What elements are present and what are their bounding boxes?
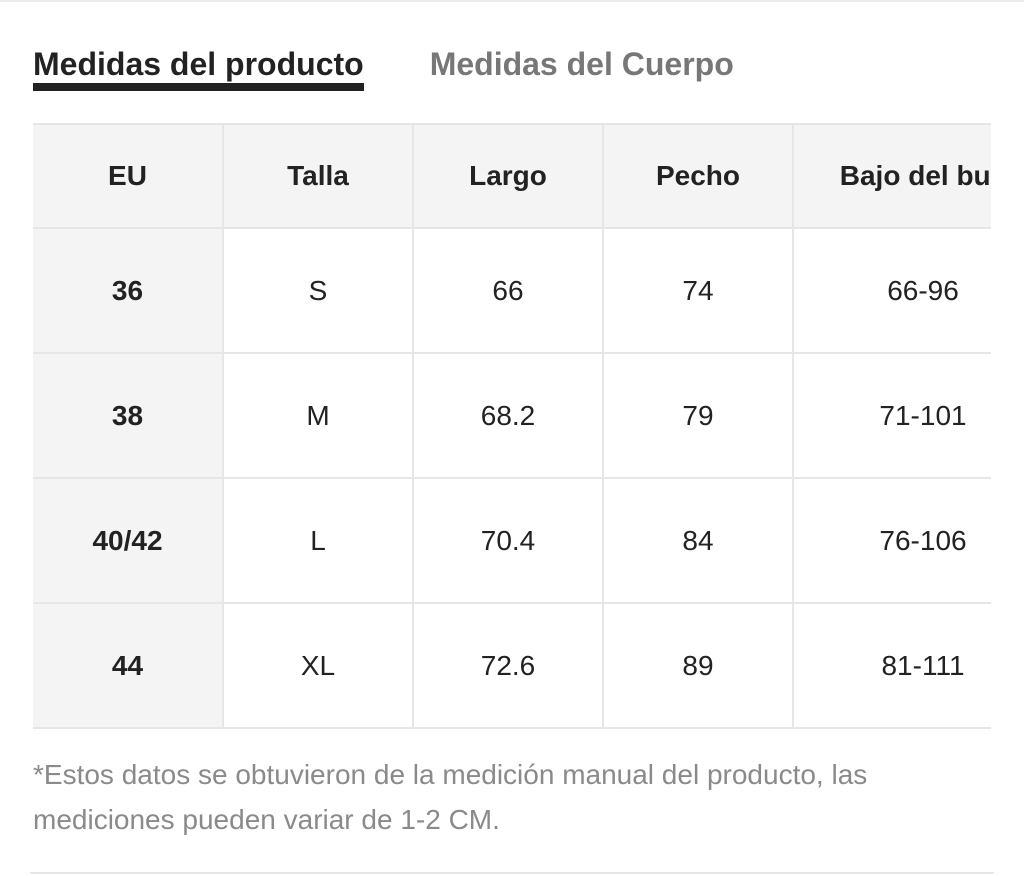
measurement-disclaimer: *Estos datos se obtuvieron de la medició… <box>33 759 868 835</box>
talla-cell: L <box>223 478 414 604</box>
bajo-del-busto-cell: 81-111 <box>793 603 991 729</box>
pecho-cell: 74 <box>603 228 794 354</box>
pecho-cell: 89 <box>603 603 794 729</box>
eu-size-cell: 44 <box>33 603 224 729</box>
column-header-talla: Talla <box>223 123 414 229</box>
column-header-eu: EU <box>33 123 224 229</box>
largo-cell: 72.6 <box>413 603 604 729</box>
size-table-scroll[interactable]: EU Talla Largo Pecho Bajo del bus 36 S 6… <box>33 123 991 730</box>
pecho-cell: 84 <box>603 478 794 604</box>
talla-cell: M <box>223 353 414 479</box>
table-header-row: EU Talla Largo Pecho Bajo del bus <box>33 123 991 229</box>
pecho-cell: 79 <box>603 353 794 479</box>
column-header-pecho: Pecho <box>603 123 794 229</box>
tab-body-measurements[interactable]: Medidas del Cuerpo <box>429 46 734 82</box>
measurement-tabs: Medidas del producto Medidas del Cuerpo <box>33 40 734 96</box>
size-table: EU Talla Largo Pecho Bajo del bus 36 S 6… <box>33 123 991 729</box>
largo-cell: 66 <box>413 228 604 354</box>
bottom-divider <box>30 872 994 874</box>
bajo-del-busto-cell: 71-101 <box>793 353 991 479</box>
eu-size-cell: 38 <box>33 353 224 479</box>
column-header-bajo-del-busto: Bajo del bus <box>793 123 991 229</box>
table-row: 40/42 L 70.4 84 76-106 <box>33 478 991 604</box>
eu-size-cell: 40/42 <box>33 478 224 604</box>
bajo-del-busto-cell: 76-106 <box>793 478 991 604</box>
eu-size-cell: 36 <box>33 228 224 354</box>
tab-product-measurements[interactable]: Medidas del producto <box>33 40 364 92</box>
talla-cell: XL <box>223 603 414 729</box>
talla-cell: S <box>223 228 414 354</box>
top-divider <box>0 0 1024 2</box>
largo-cell: 70.4 <box>413 478 604 604</box>
column-header-largo: Largo <box>413 123 604 229</box>
table-row: 36 S 66 74 66-96 <box>33 228 991 354</box>
bajo-del-busto-cell: 66-96 <box>793 228 991 354</box>
largo-cell: 68.2 <box>413 353 604 479</box>
table-row: 38 M 68.2 79 71-101 <box>33 353 991 479</box>
table-row: 44 XL 72.6 89 81-111 <box>33 603 991 729</box>
